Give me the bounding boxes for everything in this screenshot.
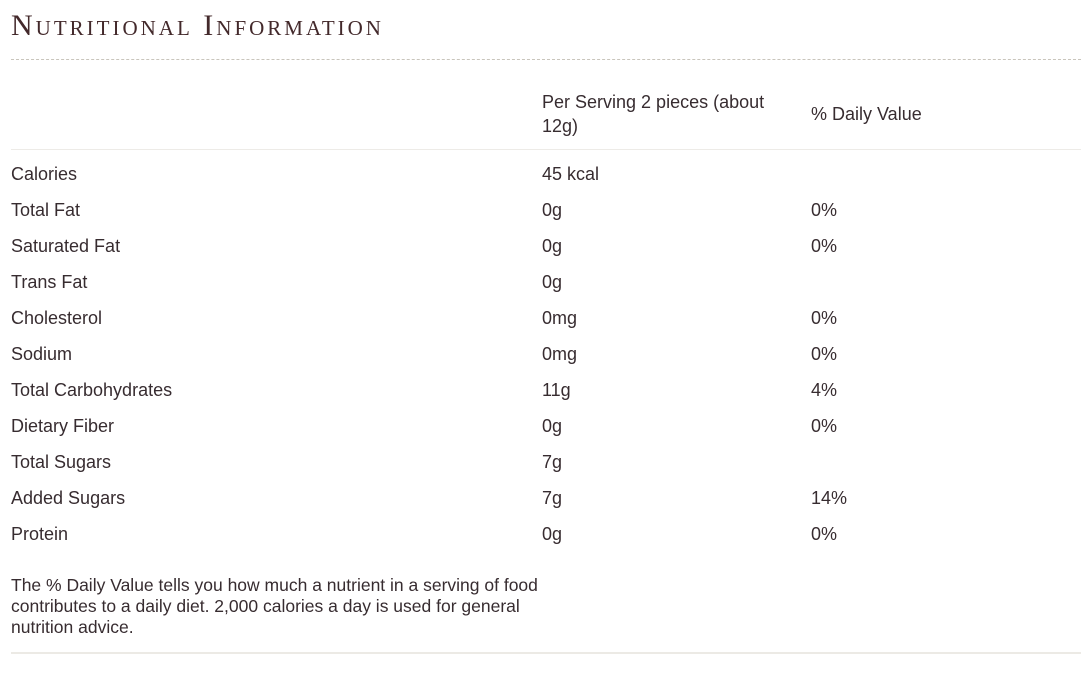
- nutrient-name: Trans Fat: [11, 271, 88, 292]
- nutrient-name: Sodium: [11, 343, 73, 364]
- nutrient-daily-value: 0%: [811, 199, 838, 220]
- nutrient-amount: 0g: [542, 523, 563, 544]
- nutrient-name: Added Sugars: [11, 487, 126, 508]
- nutrient-daily-value: 0%: [811, 415, 838, 436]
- nutrient-name: Saturated Fat: [11, 235, 121, 256]
- table-row: Sodium 0mg 0%: [11, 336, 1081, 372]
- table-row: Total Fat 0g 0%: [11, 192, 1081, 228]
- nutrient-name: Total Sugars: [11, 451, 112, 472]
- table-body: Calories 45 kcal Total Fat 0g 0% Saturat…: [11, 156, 1081, 552]
- table-row: Added Sugars 7g 14%: [11, 480, 1081, 516]
- table-row: Calories 45 kcal: [11, 156, 1081, 192]
- table-row: Dietary Fiber 0g 0%: [11, 408, 1081, 444]
- table-row: Saturated Fat 0g 0%: [11, 228, 1081, 264]
- nutrient-amount: 7g: [542, 451, 563, 472]
- nutrient-amount: 0g: [542, 271, 563, 292]
- nutrient-name: Dietary Fiber: [11, 415, 115, 436]
- nutrient-daily-value: 0%: [811, 523, 838, 544]
- nutrient-name: Protein: [11, 523, 69, 544]
- nutrient-daily-value: 0%: [811, 307, 838, 328]
- nutrient-name: Total Fat: [11, 199, 81, 220]
- nutrient-name: Calories: [11, 163, 78, 184]
- nutrient-amount: 7g: [542, 487, 563, 508]
- nutrient-daily-value: 14%: [811, 487, 848, 508]
- section-title: Nutritional Information: [11, 9, 384, 42]
- daily-value-footnote: The % Daily Value tells you how much a n…: [11, 575, 538, 637]
- nutrient-name: Cholesterol: [11, 307, 103, 328]
- table-row: Cholesterol 0mg 0%: [11, 300, 1081, 336]
- table-header-row: Per Serving 2 pieces (about 12g) % Daily…: [11, 90, 1081, 150]
- section-bottom-divider: [11, 652, 1081, 654]
- nutrient-daily-value: 4%: [811, 379, 838, 400]
- nutrient-amount: 0mg: [542, 343, 578, 364]
- daily-value-column-header: % Daily Value: [811, 104, 922, 124]
- table-row: Trans Fat 0g: [11, 264, 1081, 300]
- nutrient-amount: 11g: [542, 379, 571, 400]
- table-row: Protein 0g 0%: [11, 516, 1081, 552]
- nutrient-amount: 45 kcal: [542, 163, 600, 184]
- table-row: Total Sugars 7g: [11, 444, 1081, 480]
- nutrient-daily-value: 0%: [811, 235, 838, 256]
- nutrient-amount: 0g: [542, 199, 563, 220]
- serving-column-header: Per Serving 2 pieces (about 12g): [542, 92, 765, 136]
- title-dashed-divider: [11, 59, 1081, 60]
- nutrition-section: Nutritional Information Per Serving 2 pi…: [0, 9, 1092, 682]
- nutrient-amount: 0g: [542, 235, 563, 256]
- table-row: Total Carbohydrates 11g 4%: [11, 372, 1081, 408]
- nutrient-name: Total Carbohydrates: [11, 379, 173, 400]
- nutrient-amount: 0mg: [542, 307, 578, 328]
- nutrient-amount: 0g: [542, 415, 563, 436]
- nutrition-table: Per Serving 2 pieces (about 12g) % Daily…: [11, 90, 1081, 552]
- nutrient-daily-value: 0%: [811, 343, 838, 364]
